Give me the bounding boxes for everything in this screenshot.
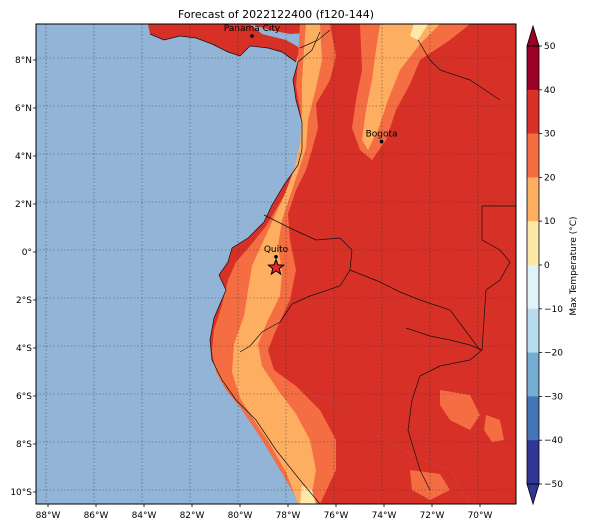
temperature-band-10-20-andes: [362, 24, 440, 150]
lon-tick-label: 86°W: [84, 511, 109, 521]
lat-tick-label: 6°S: [16, 392, 32, 402]
temperature-band-20-30-east: [440, 390, 480, 430]
colorbar-band: [527, 352, 539, 397]
colorbar-band: [527, 221, 539, 266]
lat-tick-label: 0°: [22, 248, 32, 258]
lon-tick-label: 70°W: [468, 511, 493, 521]
city-markers: Panama City Bogota Quito: [224, 24, 398, 259]
colorbar-tick-label: 50: [544, 42, 556, 52]
colorbar-band: [527, 396, 539, 441]
longitude-ticks: 88°W 86°W 84°W 82°W 80°W 78°W 76°W 74°W 72°W 70°W: [36, 504, 493, 521]
city-label: Bogota: [366, 130, 398, 140]
colorbar-tick-label: 40: [544, 86, 556, 96]
colorbar-tick-label: −40: [544, 436, 563, 446]
temperature-band-0-10-north: [410, 24, 428, 40]
lat-tick-label: 4°S: [16, 344, 32, 354]
lon-tick-label: 72°W: [420, 511, 445, 521]
colorbar-band: [527, 177, 539, 222]
colorbar-tick-label: 30: [544, 130, 556, 140]
latitude-ticks: 8°N 6°N 4°N 2°N 0° 2°S 4°S 6°S 8°S 10°S: [10, 56, 36, 498]
colorbar-tick-label: 0: [544, 261, 550, 271]
lat-tick-label: 8°S: [16, 440, 32, 450]
city-label: Quito: [264, 245, 289, 255]
coastlines-borders: [149, 29, 516, 504]
colorbar-label: Max Temperature (°C): [569, 216, 579, 315]
location-marker[interactable]: [267, 258, 285, 276]
colorbar-band: [527, 133, 539, 178]
lat-tick-label: 2°N: [15, 200, 32, 210]
lat-tick-label: 4°N: [15, 152, 32, 162]
map-frame: [35, 23, 517, 505]
central-america: [148, 24, 300, 62]
colorbar-extend-min: [526, 483, 540, 506]
figure-title: Forecast of 2022122400 (f120-144): [178, 8, 374, 21]
lat-tick-label: 6°N: [15, 104, 32, 114]
lon-tick-label: 82°W: [180, 511, 205, 521]
colorbar-tick-label: −50: [544, 480, 563, 490]
city-dot: [250, 34, 254, 38]
colorbar-tick-label: −20: [544, 349, 563, 359]
lon-tick-label: 78°W: [276, 511, 301, 521]
map-gridlines: [36, 24, 516, 504]
colorbar-tick-label: 20: [544, 173, 556, 183]
colorbar-band: [527, 89, 539, 134]
lat-tick-label: 2°S: [16, 296, 32, 306]
lon-tick-label: 80°W: [228, 511, 253, 521]
lon-tick-label: 88°W: [36, 511, 61, 521]
colorbar-band: [527, 265, 539, 310]
colorbar-tick-label: −30: [544, 392, 563, 402]
colorbar-extend-max: [526, 24, 540, 47]
map-plot: [36, 24, 516, 504]
colorbar-band: [527, 308, 539, 353]
temperature-band-20-30-south: [410, 470, 450, 500]
lat-tick-label: 10°S: [10, 488, 32, 498]
lon-tick-label: 74°W: [372, 511, 397, 521]
lon-tick-label: 84°W: [132, 511, 157, 521]
star-icon[interactable]: [267, 258, 285, 276]
colorbar: 50 40 30 20 10 0 −10 −20 −30 −40 −50: [526, 24, 563, 506]
colorbar-band: [527, 440, 539, 485]
colorbar-tick-label: −10: [544, 305, 563, 315]
city-dot: [274, 254, 278, 259]
lat-tick-label: 8°N: [15, 56, 32, 66]
colorbar-tick-label: 10: [544, 217, 556, 227]
city-dot: [379, 139, 384, 144]
colorbar-band: [527, 46, 539, 91]
lon-tick-label: 76°W: [324, 511, 349, 521]
city-label: Panama City: [224, 24, 281, 34]
temperature-band-20-30-east2: [484, 415, 504, 442]
temperature-band-0-10: [300, 486, 316, 504]
